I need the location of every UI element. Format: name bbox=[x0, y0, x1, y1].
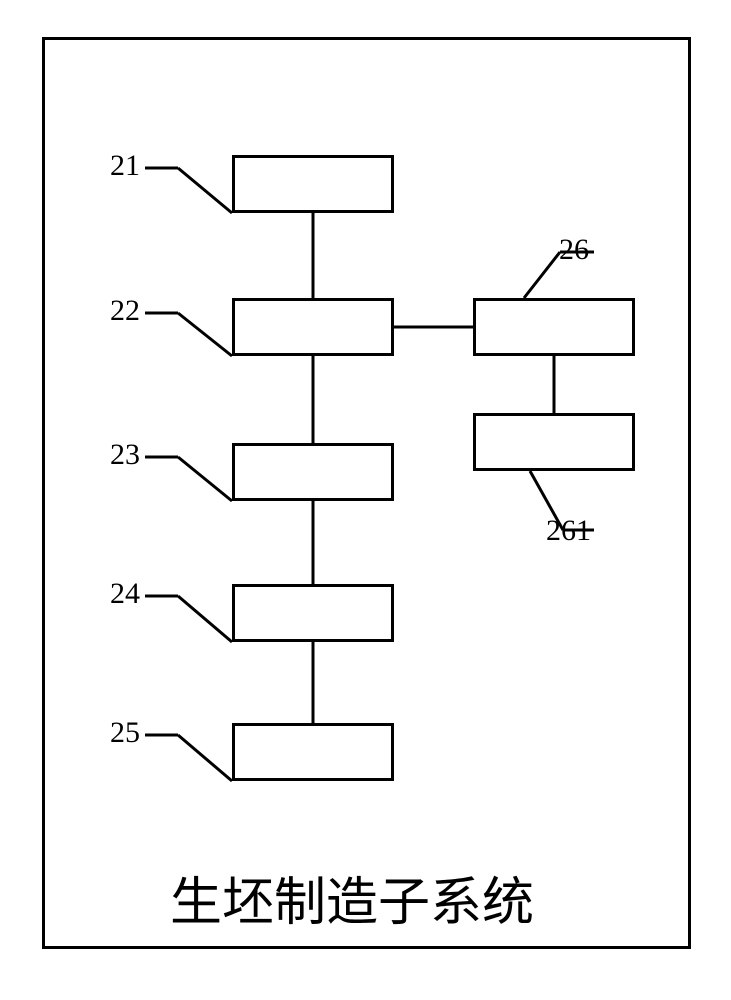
label-261: 261 bbox=[546, 516, 591, 546]
label-22: 22 bbox=[110, 296, 140, 326]
node-22 bbox=[232, 298, 394, 356]
label-26: 26 bbox=[559, 235, 589, 265]
label-23: 23 bbox=[110, 440, 140, 470]
label-24: 24 bbox=[110, 579, 140, 609]
diagram-caption: 生坯制造子系统 bbox=[170, 860, 534, 935]
node-261 bbox=[473, 413, 635, 471]
node-24 bbox=[232, 584, 394, 642]
node-21 bbox=[232, 155, 394, 213]
node-26 bbox=[473, 298, 635, 356]
node-25 bbox=[232, 723, 394, 781]
label-21: 21 bbox=[110, 151, 140, 181]
node-23 bbox=[232, 443, 394, 501]
label-25: 25 bbox=[110, 718, 140, 748]
diagram-stage: 21 22 23 24 25 26 261 生坯制造子系统 bbox=[0, 0, 731, 1000]
